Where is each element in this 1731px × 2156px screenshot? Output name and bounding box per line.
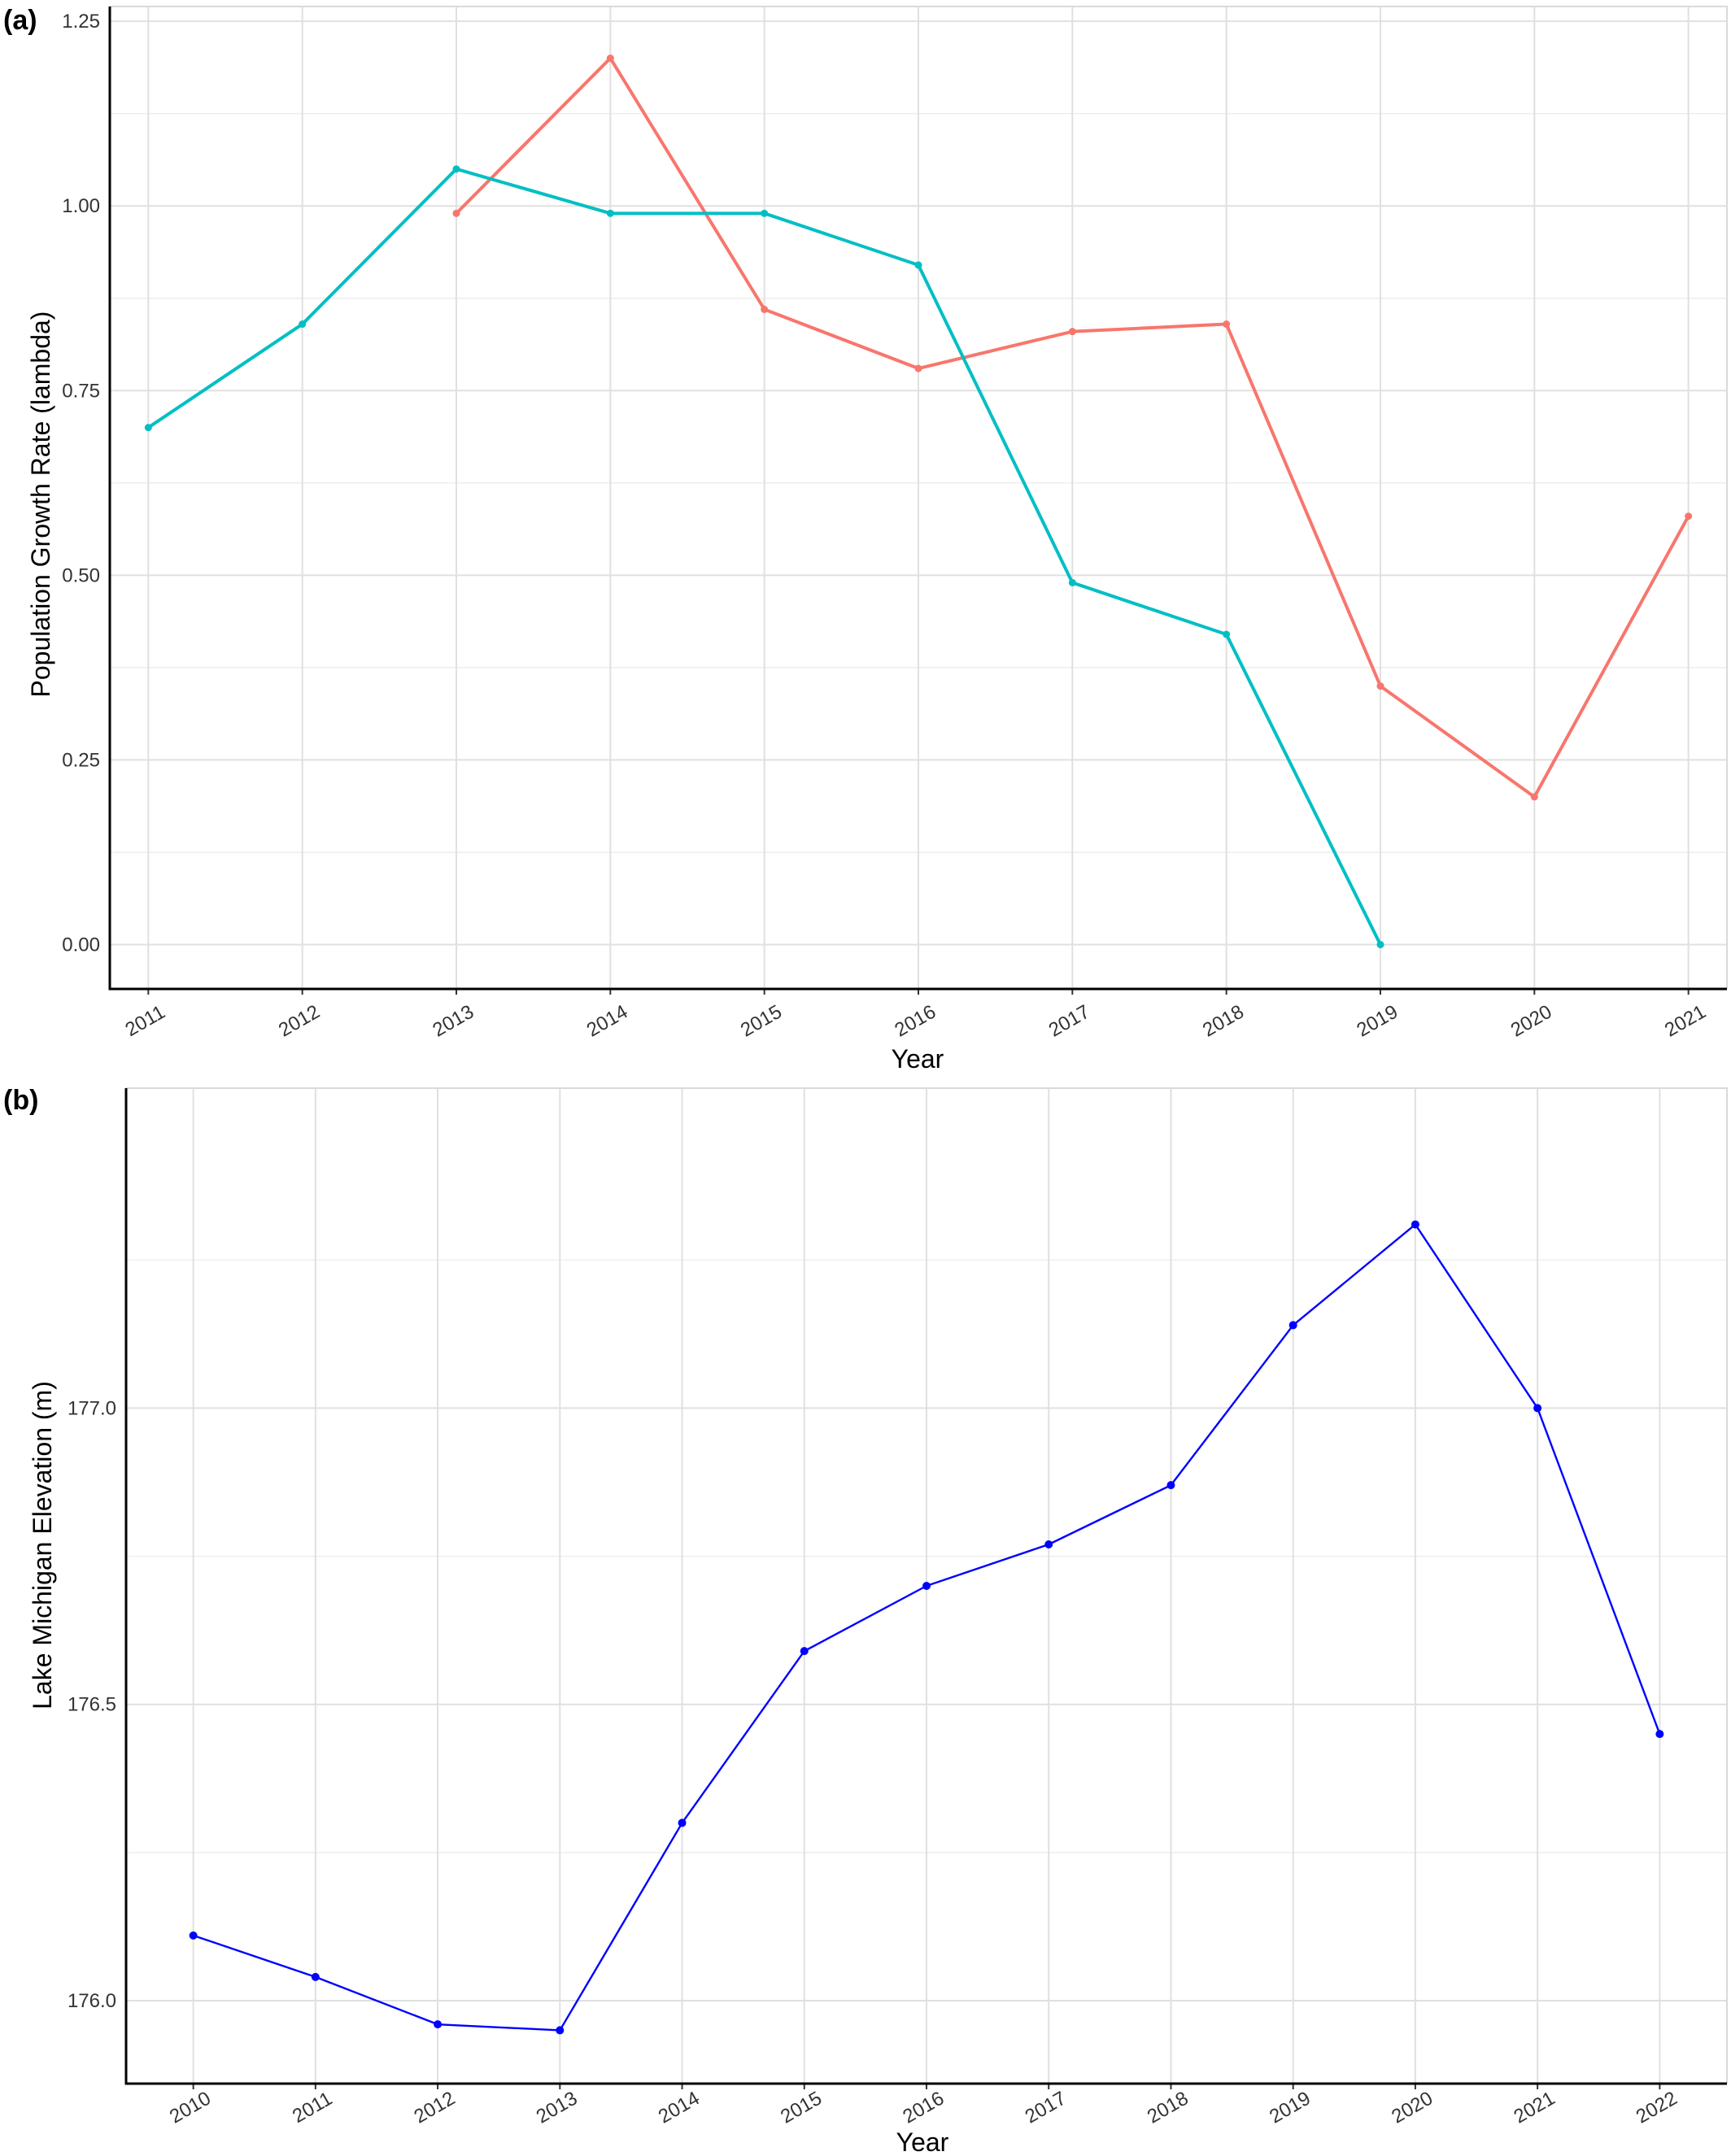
x-tick-label: 2010 bbox=[166, 2087, 215, 2128]
x-tick-label: 2012 bbox=[410, 2087, 459, 2128]
panel-a-label: (a) bbox=[3, 5, 37, 36]
y-tick-label: 1.25 bbox=[62, 11, 100, 33]
x-tick-label: 2021 bbox=[1511, 2087, 1559, 2128]
x-tick-label: 2017 bbox=[1022, 2087, 1070, 2128]
panel-a-x-tick-labels: 2011 2012 2013 2014 2015 2016 2017 2018 2019 2020… bbox=[121, 1000, 1709, 1041]
x-tick-label: 2020 bbox=[1507, 1000, 1556, 1041]
data-point bbox=[800, 1647, 809, 1656]
y-tick-label: 1.00 bbox=[62, 195, 100, 217]
x-tick-label: 2016 bbox=[899, 2087, 948, 2128]
data-point bbox=[1068, 328, 1076, 336]
y-tick-label: 177.0 bbox=[68, 1397, 116, 1419]
panel-a-x-axis-title: Year bbox=[892, 1044, 944, 1074]
data-point bbox=[1223, 320, 1231, 329]
data-point bbox=[452, 165, 460, 173]
data-point bbox=[144, 424, 152, 432]
plot-frame bbox=[126, 1087, 1728, 2084]
x-tick-label: 2012 bbox=[275, 1000, 324, 1041]
x-tick-label: 2019 bbox=[1353, 1000, 1402, 1041]
x-tick-label: 2011 bbox=[289, 2088, 336, 2128]
x-tick-label: 2011 bbox=[121, 1001, 168, 1041]
data-point bbox=[1685, 512, 1693, 520]
data-point bbox=[1533, 1404, 1542, 1413]
x-tick-label: 2013 bbox=[533, 2087, 582, 2128]
panel-a-series bbox=[144, 54, 1693, 949]
y-tick-label: 0.00 bbox=[62, 934, 100, 956]
plot-frame bbox=[110, 6, 1728, 989]
data-point bbox=[1376, 682, 1384, 690]
data-point bbox=[556, 2026, 565, 2035]
data-point bbox=[1288, 1321, 1297, 1330]
x-tick-label: 2014 bbox=[583, 1000, 632, 1041]
x-tick-label: 2016 bbox=[891, 1000, 940, 1041]
x-tick-label: 2014 bbox=[655, 2087, 704, 2128]
data-point bbox=[189, 1931, 198, 1940]
panel-a-gridlines bbox=[110, 7, 1727, 989]
data-point bbox=[922, 1582, 931, 1590]
panel-a: (a) 2011 2012 2013 2014 2015 2016 2017 2018 2019… bbox=[3, 5, 1728, 1074]
x-tick-label: 2022 bbox=[1633, 2087, 1681, 2128]
data-point bbox=[606, 209, 614, 217]
data-point bbox=[452, 209, 460, 217]
panel-b-y-axis-title: Lake Michigan Elevation (m) bbox=[28, 1381, 57, 1710]
data-point bbox=[299, 320, 307, 329]
panel-a-y-tick-labels: 0.00 0.25 0.50 0.75 1.00 1.25 bbox=[62, 11, 100, 956]
y-tick-label: 176.0 bbox=[68, 1990, 116, 2012]
y-tick-label: 0.50 bbox=[62, 564, 100, 586]
data-point bbox=[311, 1972, 320, 1981]
x-tick-label: 2018 bbox=[1199, 1000, 1248, 1041]
x-tick-label: 2020 bbox=[1388, 2087, 1437, 2128]
panel-b-x-tick-labels: 2010 2011 2012 2013 2014 2015 2016 2017 2018 2019… bbox=[166, 2087, 1681, 2128]
panel-b-y-tick-labels: 176.0 176.5 177.0 bbox=[68, 1397, 116, 2012]
data-point bbox=[434, 2020, 443, 2029]
panel-b-label: (b) bbox=[3, 1085, 38, 1116]
x-tick-label: 2015 bbox=[737, 1000, 786, 1041]
data-point bbox=[1166, 1481, 1175, 1490]
data-point bbox=[1223, 630, 1231, 638]
data-point bbox=[914, 364, 922, 372]
y-tick-label: 0.75 bbox=[62, 380, 100, 402]
axis-lines bbox=[124, 1088, 1727, 2085]
x-tick-label: 2013 bbox=[429, 1000, 477, 1041]
data-point bbox=[761, 305, 769, 313]
data-point bbox=[1044, 1540, 1053, 1548]
x-tick-label: 2015 bbox=[777, 2087, 826, 2128]
data-point bbox=[914, 261, 922, 269]
x-tick-label: 2018 bbox=[1144, 2087, 1193, 2128]
panel-b-gridlines bbox=[126, 1088, 1727, 2084]
data-point bbox=[1655, 1730, 1664, 1739]
x-tick-label: 2017 bbox=[1045, 1000, 1094, 1041]
data-point bbox=[1530, 793, 1538, 801]
data-point bbox=[678, 1818, 687, 1827]
panel-a-axes bbox=[108, 6, 1728, 995]
data-point bbox=[606, 54, 614, 63]
panel-b: (b) 2010 2011 2012 2013 2014 2015 2016 2017 2018… bbox=[3, 1085, 1728, 2156]
data-point bbox=[1068, 578, 1076, 586]
data-point bbox=[1376, 941, 1384, 949]
data-point bbox=[761, 209, 769, 217]
panel-b-axes bbox=[124, 1087, 1728, 2089]
axis-lines bbox=[108, 7, 1727, 991]
panel-a-y-axis-title: Population Growth Rate (lambda) bbox=[26, 311, 55, 698]
y-tick-label: 0.25 bbox=[62, 749, 100, 771]
x-tick-label: 2019 bbox=[1266, 2087, 1315, 2128]
x-tick-label: 2021 bbox=[1661, 1000, 1710, 1041]
panel-b-series bbox=[189, 1220, 1664, 2035]
y-tick-label: 176.5 bbox=[68, 1694, 116, 1716]
data-point bbox=[1411, 1220, 1419, 1229]
panel-b-x-axis-title: Year bbox=[896, 2128, 949, 2156]
